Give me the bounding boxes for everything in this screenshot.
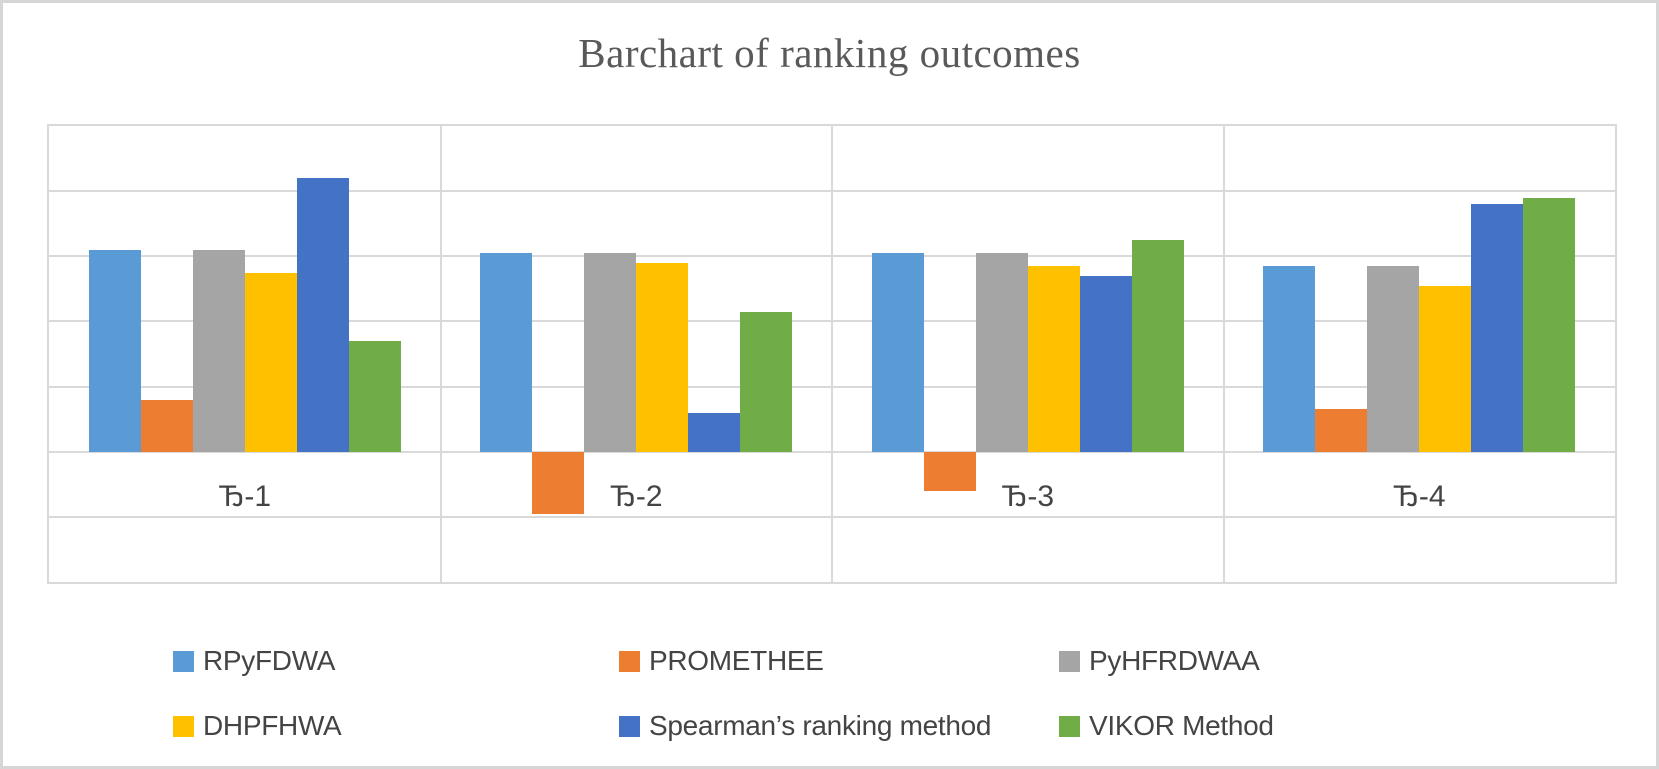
bar-dhpfhwa-1 [244,272,297,452]
bar-rpyfdwa-4 [1263,266,1316,452]
legend-label: RPyFDWA [203,645,336,676]
bar-promethee-1 [140,399,193,452]
legend: RPyFDWA PROMETHEE PyHFRDWAA DHPFHWA Spearman… [3,3,1656,766]
legend-label: PyHFRDWAA [1089,645,1260,676]
bar-pyhfrdwaa-1 [192,249,245,452]
bar-vikor-method-1 [348,340,401,452]
legend-swatch-spearman-s-ranking-method [619,715,640,737]
category-label: Ђ-4 [1392,479,1446,513]
legend-swatch-promethee [619,650,640,672]
legend-item-promethee: PROMETHEE [619,645,824,677]
bar-promethee-2 [532,451,585,514]
bar-rpyfdwa-1 [88,249,141,452]
panel-divider [439,126,442,582]
category-label: Ђ-2 [609,479,663,513]
bar-spearman-s-ranking-method-1 [296,178,349,452]
panel-divider [831,126,833,582]
plot-area: Ђ-1 Ђ-2 Ђ-3 Ђ-4 [3,3,1656,766]
plot-area-border [47,124,1617,584]
bar-rpyfdwa-3 [871,253,924,452]
legend-item-pyhfrdwaa: PyHFRDWAA [1059,645,1260,677]
chart-title: Barchart of ranking outcomes [578,30,1081,76]
legend-item-rpyfdwa: RPyFDWA [173,645,335,677]
legend-swatch-rpyfdwa [173,650,194,672]
legend-swatch-vikor-method [1059,715,1080,737]
bar-spearman-s-ranking-method-4 [1471,204,1524,452]
panel-divider [1222,126,1225,582]
bar-pyhfrdwaa-3 [975,253,1028,452]
bar-promethee-3 [923,451,976,491]
bar-vikor-method-4 [1523,197,1576,452]
category-label: Ђ-1 [218,479,272,513]
legend-item-vikor-method: VIKOR Method [1059,710,1274,742]
bar-dhpfhwa-2 [636,262,689,452]
legend-label: PROMETHEE [649,645,824,676]
bar-spearman-s-ranking-method-2 [688,412,741,452]
bar-dhpfhwa-3 [1027,266,1080,452]
bar-vikor-method-3 [1131,240,1184,452]
bar-spearman-s-ranking-method-3 [1079,275,1132,452]
bar-vikor-method-2 [740,311,793,452]
category-label: Ђ-3 [1001,479,1055,513]
legend-item-dhpfhwa: DHPFHWA [173,710,342,742]
legend-swatch-pyhfrdwaa [1059,650,1080,672]
legend-item-spearman-s-ranking-method: Spearman’s ranking method [619,710,991,742]
bar-pyhfrdwaa-2 [584,253,637,452]
bar-rpyfdwa-2 [480,253,533,452]
legend-label: DHPFHWA [203,710,342,741]
legend-swatch-dhpfhwa [173,715,194,737]
legend-label: Spearman’s ranking method [649,710,992,741]
legend-label: VIKOR Method [1089,710,1274,741]
bar-dhpfhwa-4 [1419,285,1472,452]
bar-pyhfrdwaa-4 [1367,266,1420,452]
bar-promethee-4 [1315,409,1368,452]
